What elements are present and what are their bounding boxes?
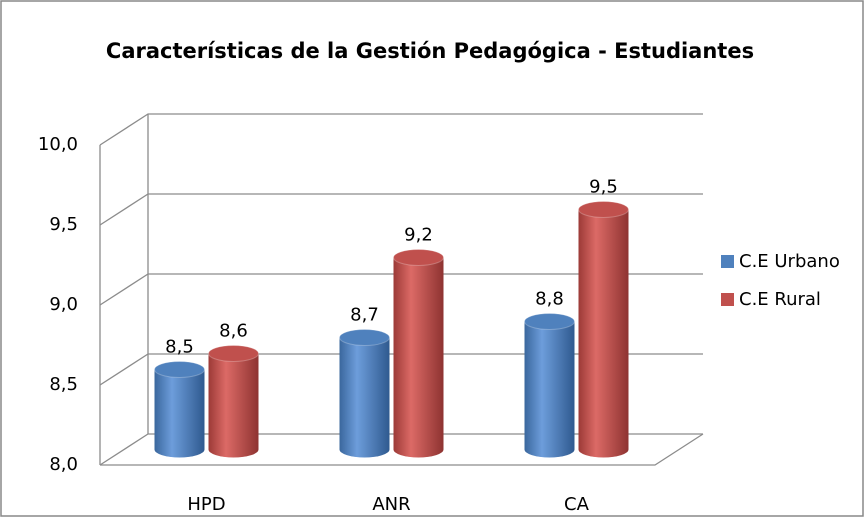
y-tick-label: 9,5 xyxy=(49,214,78,235)
grid-line xyxy=(99,273,703,306)
grid-line xyxy=(99,353,703,386)
grid-line xyxy=(99,113,703,146)
bar-top xyxy=(393,249,444,266)
grid-line xyxy=(99,433,703,466)
floor xyxy=(100,433,704,466)
bar xyxy=(208,353,259,458)
bar xyxy=(339,337,390,458)
value-label: 8,7 xyxy=(350,305,379,326)
legend-swatch xyxy=(721,293,734,306)
value-label: 9,2 xyxy=(404,225,433,246)
bar xyxy=(393,257,444,458)
bar-top xyxy=(578,201,629,218)
x-tick-label: HPD xyxy=(187,494,225,515)
bar xyxy=(524,321,575,458)
x-tick-label: CA xyxy=(564,494,590,515)
value-label: 8,5 xyxy=(165,337,194,358)
x-tick-label: ANR xyxy=(372,494,410,515)
y-tick-label: 9,0 xyxy=(49,294,78,315)
grid-line xyxy=(99,193,703,226)
chart-title: Características de la Gestión Pedagógica… xyxy=(106,39,754,63)
bar-top xyxy=(154,361,205,378)
y-tick-label: 8,0 xyxy=(49,454,78,475)
legend-label: C.E Rural xyxy=(739,289,821,310)
bar-top xyxy=(339,329,390,346)
legend-swatch xyxy=(721,255,734,268)
value-label: 9,5 xyxy=(589,177,618,198)
bar-top xyxy=(524,313,575,330)
bar xyxy=(578,209,629,458)
bar-top xyxy=(208,345,259,362)
bar xyxy=(154,369,205,458)
value-label: 8,6 xyxy=(219,321,248,342)
legend-label: C.E Urbano xyxy=(739,251,840,272)
value-label: 8,8 xyxy=(535,289,564,310)
y-tick-label: 10,0 xyxy=(38,134,78,155)
y-tick-label: 8,5 xyxy=(49,374,78,395)
